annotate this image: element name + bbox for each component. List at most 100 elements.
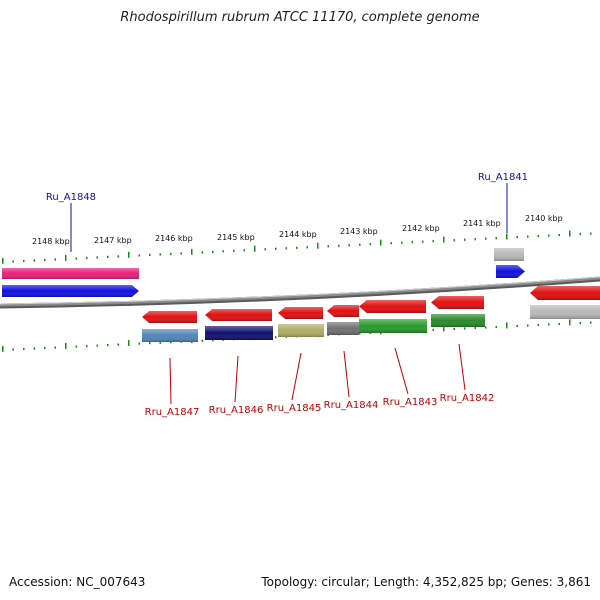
label-leader-line	[343, 350, 350, 398]
top-minor-tick	[548, 234, 550, 237]
top-minor-tick	[54, 258, 56, 261]
top-minor-tick	[44, 258, 46, 262]
bottom-minor-tick	[495, 325, 497, 329]
bottom-minor-tick	[359, 332, 361, 335]
top-minor-tick	[149, 253, 151, 256]
top-major-tick	[191, 248, 193, 255]
bottom-minor-tick	[117, 343, 119, 346]
top-major-tick	[65, 254, 67, 261]
top-major-tick	[317, 242, 319, 249]
top-minor-tick	[180, 252, 182, 255]
genome-backbone	[0, 276, 600, 309]
bottom-minor-tick	[590, 321, 592, 324]
top-minor-tick	[75, 257, 77, 260]
bottom-minor-tick	[86, 345, 88, 348]
bottom-minor-tick	[579, 322, 581, 325]
bottom-minor-tick	[54, 346, 56, 349]
kbp-tick-label: 2148 kbp	[32, 237, 70, 246]
top-tick-row	[2, 230, 592, 264]
gene-shading	[530, 305, 600, 319]
gene-shading	[431, 296, 484, 309]
top-minor-tick	[159, 253, 161, 256]
kbp-tick-label: 2141 kbp	[463, 219, 501, 228]
top-minor-tick	[516, 236, 518, 239]
backbone-highlight	[0, 276, 600, 305]
top-minor-tick	[275, 247, 277, 250]
kbp-tick-label: 2144 kbp	[279, 230, 317, 239]
bottom-minor-tick	[201, 339, 203, 342]
bottom-minor-tick	[464, 327, 466, 330]
top-minor-tick	[338, 244, 340, 247]
bottom-major-tick	[443, 325, 445, 332]
top-minor-tick	[243, 249, 245, 252]
gene-shading	[359, 300, 426, 313]
bottom-minor-tick	[212, 339, 214, 342]
gene-shading	[205, 326, 273, 340]
bottom-minor-tick	[527, 324, 529, 327]
gene-shading	[431, 314, 485, 327]
top-minor-tick	[96, 256, 98, 259]
gene-label-bottom: Rru_A1847	[145, 407, 200, 418]
gene-shading	[278, 307, 323, 319]
bottom-minor-tick	[138, 342, 140, 345]
gene-features	[2, 248, 600, 342]
label-leader-line	[291, 352, 302, 401]
gene-label-bottom: Rru_A1844	[324, 400, 379, 411]
top-minor-tick	[138, 254, 140, 257]
top-major-tick	[2, 257, 4, 264]
top-minor-tick	[411, 241, 413, 244]
kbp-tick-label: 2147 kbp	[94, 236, 132, 245]
kbp-tick-label: 2145 kbp	[217, 233, 255, 242]
gene-shading	[142, 329, 198, 342]
top-minor-tick	[327, 245, 329, 248]
top-minor-tick	[453, 239, 455, 242]
gene-label-bottom: Rru_A1846	[209, 405, 264, 416]
label-leader-line	[394, 347, 409, 395]
top-minor-tick	[170, 252, 172, 255]
bottom-minor-tick	[537, 323, 539, 327]
top-major-tick	[443, 236, 445, 243]
bottom-minor-tick	[12, 348, 14, 351]
gene-shading	[359, 319, 427, 333]
top-minor-tick	[23, 259, 25, 263]
bottom-minor-tick	[453, 327, 455, 330]
top-minor-tick	[222, 250, 224, 253]
top-minor-tick	[285, 247, 287, 250]
bottom-major-tick	[569, 319, 571, 326]
kbp-tick-labels: 2148 kbp 2147 kbp 2146 kbp 2145 kbp 2144 kbp…	[32, 214, 563, 246]
top-minor-tick	[201, 251, 203, 254]
top-major-tick	[380, 239, 382, 246]
bottom-minor-tick	[548, 323, 550, 326]
top-major-tick	[506, 233, 508, 240]
top-minor-tick	[348, 244, 350, 247]
gene-shading	[142, 311, 197, 323]
gene-label-top: Ru_A1848	[46, 192, 96, 203]
top-minor-tick	[537, 235, 539, 238]
gene-shading	[530, 286, 600, 300]
top-minor-tick	[33, 259, 35, 262]
bottom-minor-tick	[107, 344, 109, 347]
top-major-tick	[254, 245, 256, 252]
kbp-tick-label: 2142 kbp	[402, 224, 440, 233]
label-leader-line	[234, 355, 239, 403]
kbp-tick-label: 2146 kbp	[155, 234, 193, 243]
bottom-minor-tick	[432, 328, 434, 331]
bottom-minor-tick	[96, 344, 98, 347]
gene-shading	[278, 324, 324, 337]
top-minor-tick	[474, 238, 476, 241]
kbp-tick-label: 2143 kbp	[340, 227, 378, 236]
top-minor-tick	[527, 235, 529, 238]
top-minor-tick	[212, 250, 214, 253]
label-leader-line	[169, 357, 172, 405]
bottom-minor-tick	[170, 341, 172, 344]
top-minor-tick	[401, 241, 403, 244]
gene-label-bottom: Rru_A1842	[440, 393, 495, 404]
bottom-minor-tick	[558, 322, 560, 326]
top-minor-tick	[464, 238, 466, 241]
top-minor-tick	[432, 240, 434, 243]
gene-label-bottom: Rru_A1843	[383, 397, 438, 408]
bottom-minor-tick	[474, 326, 476, 330]
gene-shading	[494, 248, 524, 261]
